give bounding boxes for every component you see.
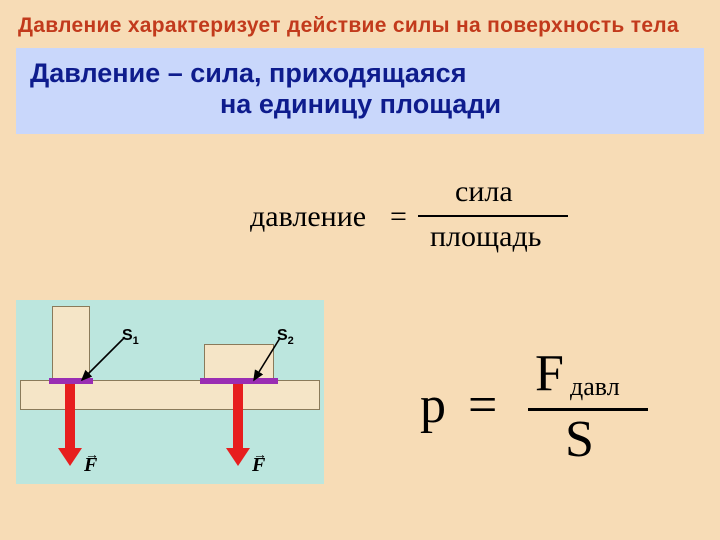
definition-line-2: на единицу площади	[30, 89, 690, 120]
symbol-S: S	[565, 410, 594, 469]
definition-box: Давление – сила, приходящаяся на единицу…	[16, 48, 704, 134]
label-s1: S1	[122, 327, 139, 347]
vector-arrow-icon: →	[253, 448, 267, 464]
symbol-F: F	[535, 344, 564, 403]
tall-block	[52, 306, 90, 381]
label-f1: → F	[84, 454, 97, 477]
formula-denominator: площадь	[430, 220, 541, 254]
fraction-bar	[418, 215, 568, 217]
formula-equals: =	[390, 200, 407, 234]
wide-block	[204, 344, 274, 381]
label-s2: S2	[277, 327, 294, 347]
formula-numerator: сила	[455, 175, 513, 209]
pressure-diagram: S1 S2 → F → F	[16, 300, 324, 484]
symbol-p: p	[420, 376, 446, 435]
label-f2: → F	[252, 454, 265, 477]
force-arrow-1	[65, 384, 75, 450]
force-arrow-2	[233, 384, 243, 450]
slide-heading: Давление характеризует действие силы на …	[0, 0, 720, 46]
symbol-equals: =	[468, 376, 497, 435]
symbol-F-subscript: давл	[570, 372, 620, 402]
vector-arrow-icon: →	[85, 448, 99, 464]
formula-lhs: давление	[250, 200, 366, 234]
definition-line-1: Давление – сила, приходящаяся	[30, 58, 690, 89]
